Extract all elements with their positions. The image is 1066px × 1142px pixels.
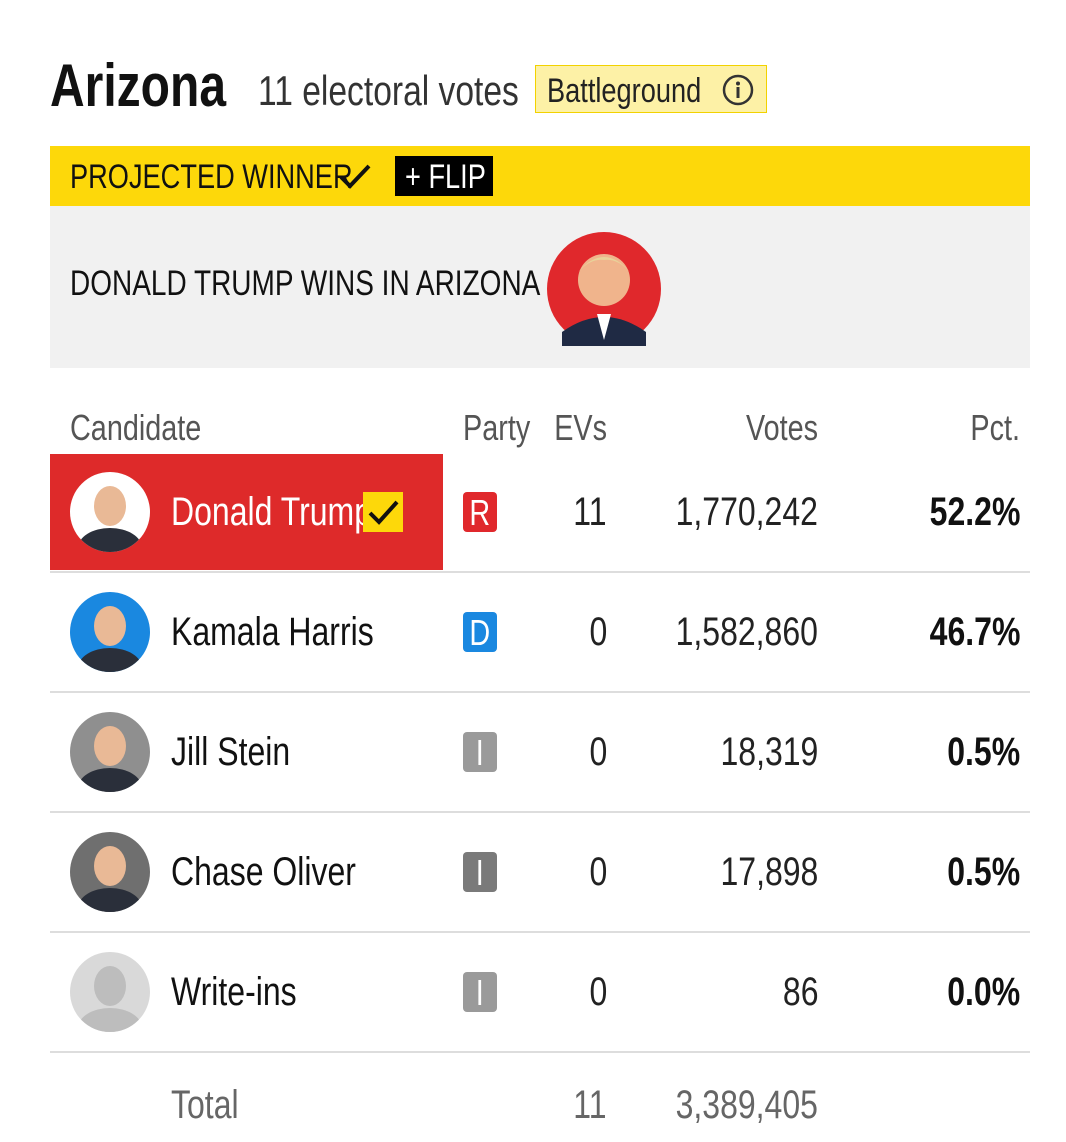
votes: 86 — [782, 970, 818, 1014]
badge[interactable]: Battleground — [535, 65, 767, 113]
row-divider — [50, 1051, 1030, 1053]
photo-face — [94, 726, 126, 766]
candidate-name: Donald Trump — [171, 490, 372, 534]
row-divider — [50, 571, 1030, 573]
total-label: Total — [171, 1083, 239, 1127]
candidate-photo — [70, 592, 150, 672]
evs: 0 — [589, 610, 607, 654]
evs: 0 — [589, 970, 607, 1014]
column-header: Pct. — [970, 407, 1020, 448]
winner-check — [363, 492, 403, 532]
votes: 1,582,860 — [675, 610, 818, 654]
photo-face — [94, 846, 126, 886]
row-divider — [50, 691, 1030, 693]
pct: 46.7% — [929, 610, 1020, 654]
winner-bar: PROJECTED WINNER + FLIP — [50, 146, 1030, 206]
column-header: Candidate — [70, 407, 202, 448]
photo-body — [78, 648, 142, 672]
candidate-photo — [70, 472, 150, 552]
evs: 11 — [573, 490, 607, 534]
photo-body — [78, 888, 142, 912]
candidate-name: Write-ins — [171, 970, 297, 1014]
evs: 0 — [589, 730, 607, 774]
party-letter: I — [475, 852, 484, 893]
winner-photo — [547, 232, 661, 346]
candidate-name: Kamala Harris — [171, 610, 374, 654]
pct: 0.5% — [947, 850, 1020, 894]
candidate-photo — [70, 952, 150, 1032]
pct: 0.0% — [947, 970, 1020, 1014]
pct: 0.5% — [947, 730, 1020, 774]
party-badge: I — [463, 852, 497, 892]
votes: 17,898 — [720, 850, 818, 894]
photo-face — [94, 486, 126, 526]
pct: 52.2% — [929, 490, 1020, 534]
info-icon — [722, 74, 754, 106]
party-badge: D — [463, 612, 497, 652]
party-letter: I — [475, 732, 484, 773]
party-badge: I — [463, 972, 497, 1012]
party-letter: D — [469, 612, 491, 653]
electoral-votes: 11 electoral votes — [258, 67, 519, 114]
party-letter: R — [469, 492, 491, 533]
row-divider — [50, 811, 1030, 813]
winner-panel: DONALD TRUMP WINS IN ARIZONA — [50, 206, 1030, 368]
photo-face — [94, 966, 126, 1006]
projected-label: PROJECTED WINNER — [70, 158, 353, 196]
votes: 1,770,242 — [675, 490, 818, 534]
column-header: EVs — [554, 407, 607, 448]
column-header: Party — [463, 407, 531, 448]
check-icon — [339, 164, 371, 189]
column-header: Votes — [745, 407, 818, 448]
photo-face — [94, 606, 126, 646]
party-badge: R — [463, 492, 497, 532]
evs: 0 — [589, 850, 607, 894]
candidate-name: Chase Oliver — [171, 850, 356, 894]
photo-body — [78, 768, 142, 792]
winner-text: DONALD TRUMP WINS IN ARIZONA — [70, 264, 541, 303]
photo-body — [78, 1008, 142, 1032]
state-title: Arizona — [50, 52, 227, 119]
row-divider — [50, 931, 1030, 933]
total-evs: 11 — [573, 1083, 607, 1127]
candidate-photo — [70, 832, 150, 912]
total-votes: 3,389,405 — [675, 1083, 818, 1127]
flip-text: + FLIP — [405, 158, 486, 196]
flip-tag: + FLIP — [395, 156, 493, 196]
party-letter: I — [475, 972, 484, 1013]
check-icon — [368, 500, 399, 525]
candidate-photo — [70, 712, 150, 792]
photo-body — [78, 528, 142, 552]
badge-text: Battleground — [547, 72, 702, 110]
party-badge: I — [463, 732, 497, 772]
candidate-name: Jill Stein — [171, 730, 291, 774]
votes: 18,319 — [720, 730, 818, 774]
